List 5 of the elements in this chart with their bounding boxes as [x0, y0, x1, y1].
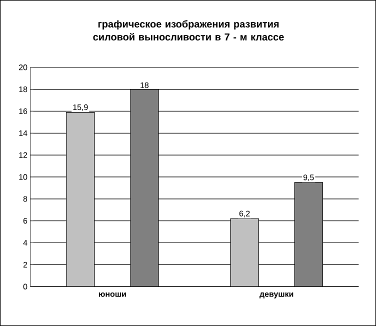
bar	[230, 218, 259, 287]
bar	[66, 112, 95, 287]
bar	[294, 182, 323, 287]
bar	[130, 89, 159, 287]
chart-title: графическое изображения развития силовой выносливости в 7 - м классе	[93, 20, 284, 41]
